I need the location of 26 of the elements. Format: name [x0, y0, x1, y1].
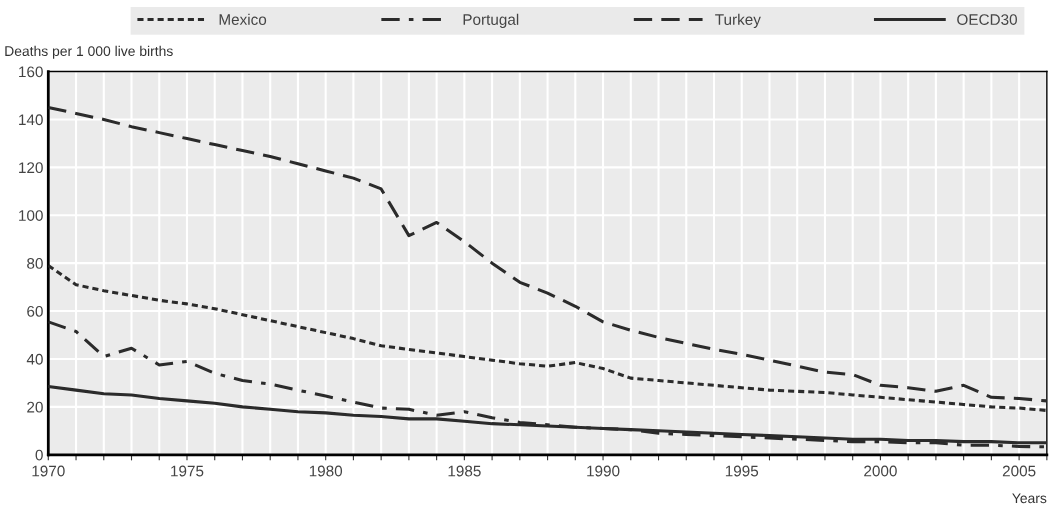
x-tick-label: 1980 — [309, 465, 343, 477]
legend-label: Turkey — [715, 13, 761, 28]
y-tick-label: 80 — [27, 258, 43, 269]
x-tick-label: 1975 — [171, 465, 204, 477]
line-series — [48, 264, 1047, 413]
x-tick-label: 1970 — [32, 465, 65, 477]
y-tick-label: 160 — [19, 66, 43, 78]
legend-label: OECD30 — [957, 14, 1017, 25]
x-tick-label: 1985 — [448, 465, 481, 477]
y-tick-label: 100 — [19, 210, 43, 221]
y-tick-label: 120 — [19, 162, 43, 174]
y-tick-label: 60 — [27, 305, 43, 317]
x-tick-label: 2000 — [864, 465, 897, 477]
y-tick-label: 20 — [27, 401, 43, 413]
x-tick-label: 2005 — [1002, 465, 1036, 477]
y-tick-label: 40 — [26, 353, 43, 365]
legend-label: Portugal — [463, 13, 519, 28]
legend-label: Mexico — [219, 13, 267, 25]
y-tick-label: 140 — [19, 114, 43, 126]
x-axis-title: Years — [1012, 493, 1047, 504]
x-tick-label: 1990 — [587, 465, 620, 477]
line-series — [48, 320, 1047, 449]
y-tick-label: 0 — [35, 449, 43, 461]
y-axis-title: Deaths per 1 000 live births — [5, 45, 173, 59]
x-tick-label: 1995 — [725, 465, 759, 477]
line-series — [48, 105, 1047, 403]
